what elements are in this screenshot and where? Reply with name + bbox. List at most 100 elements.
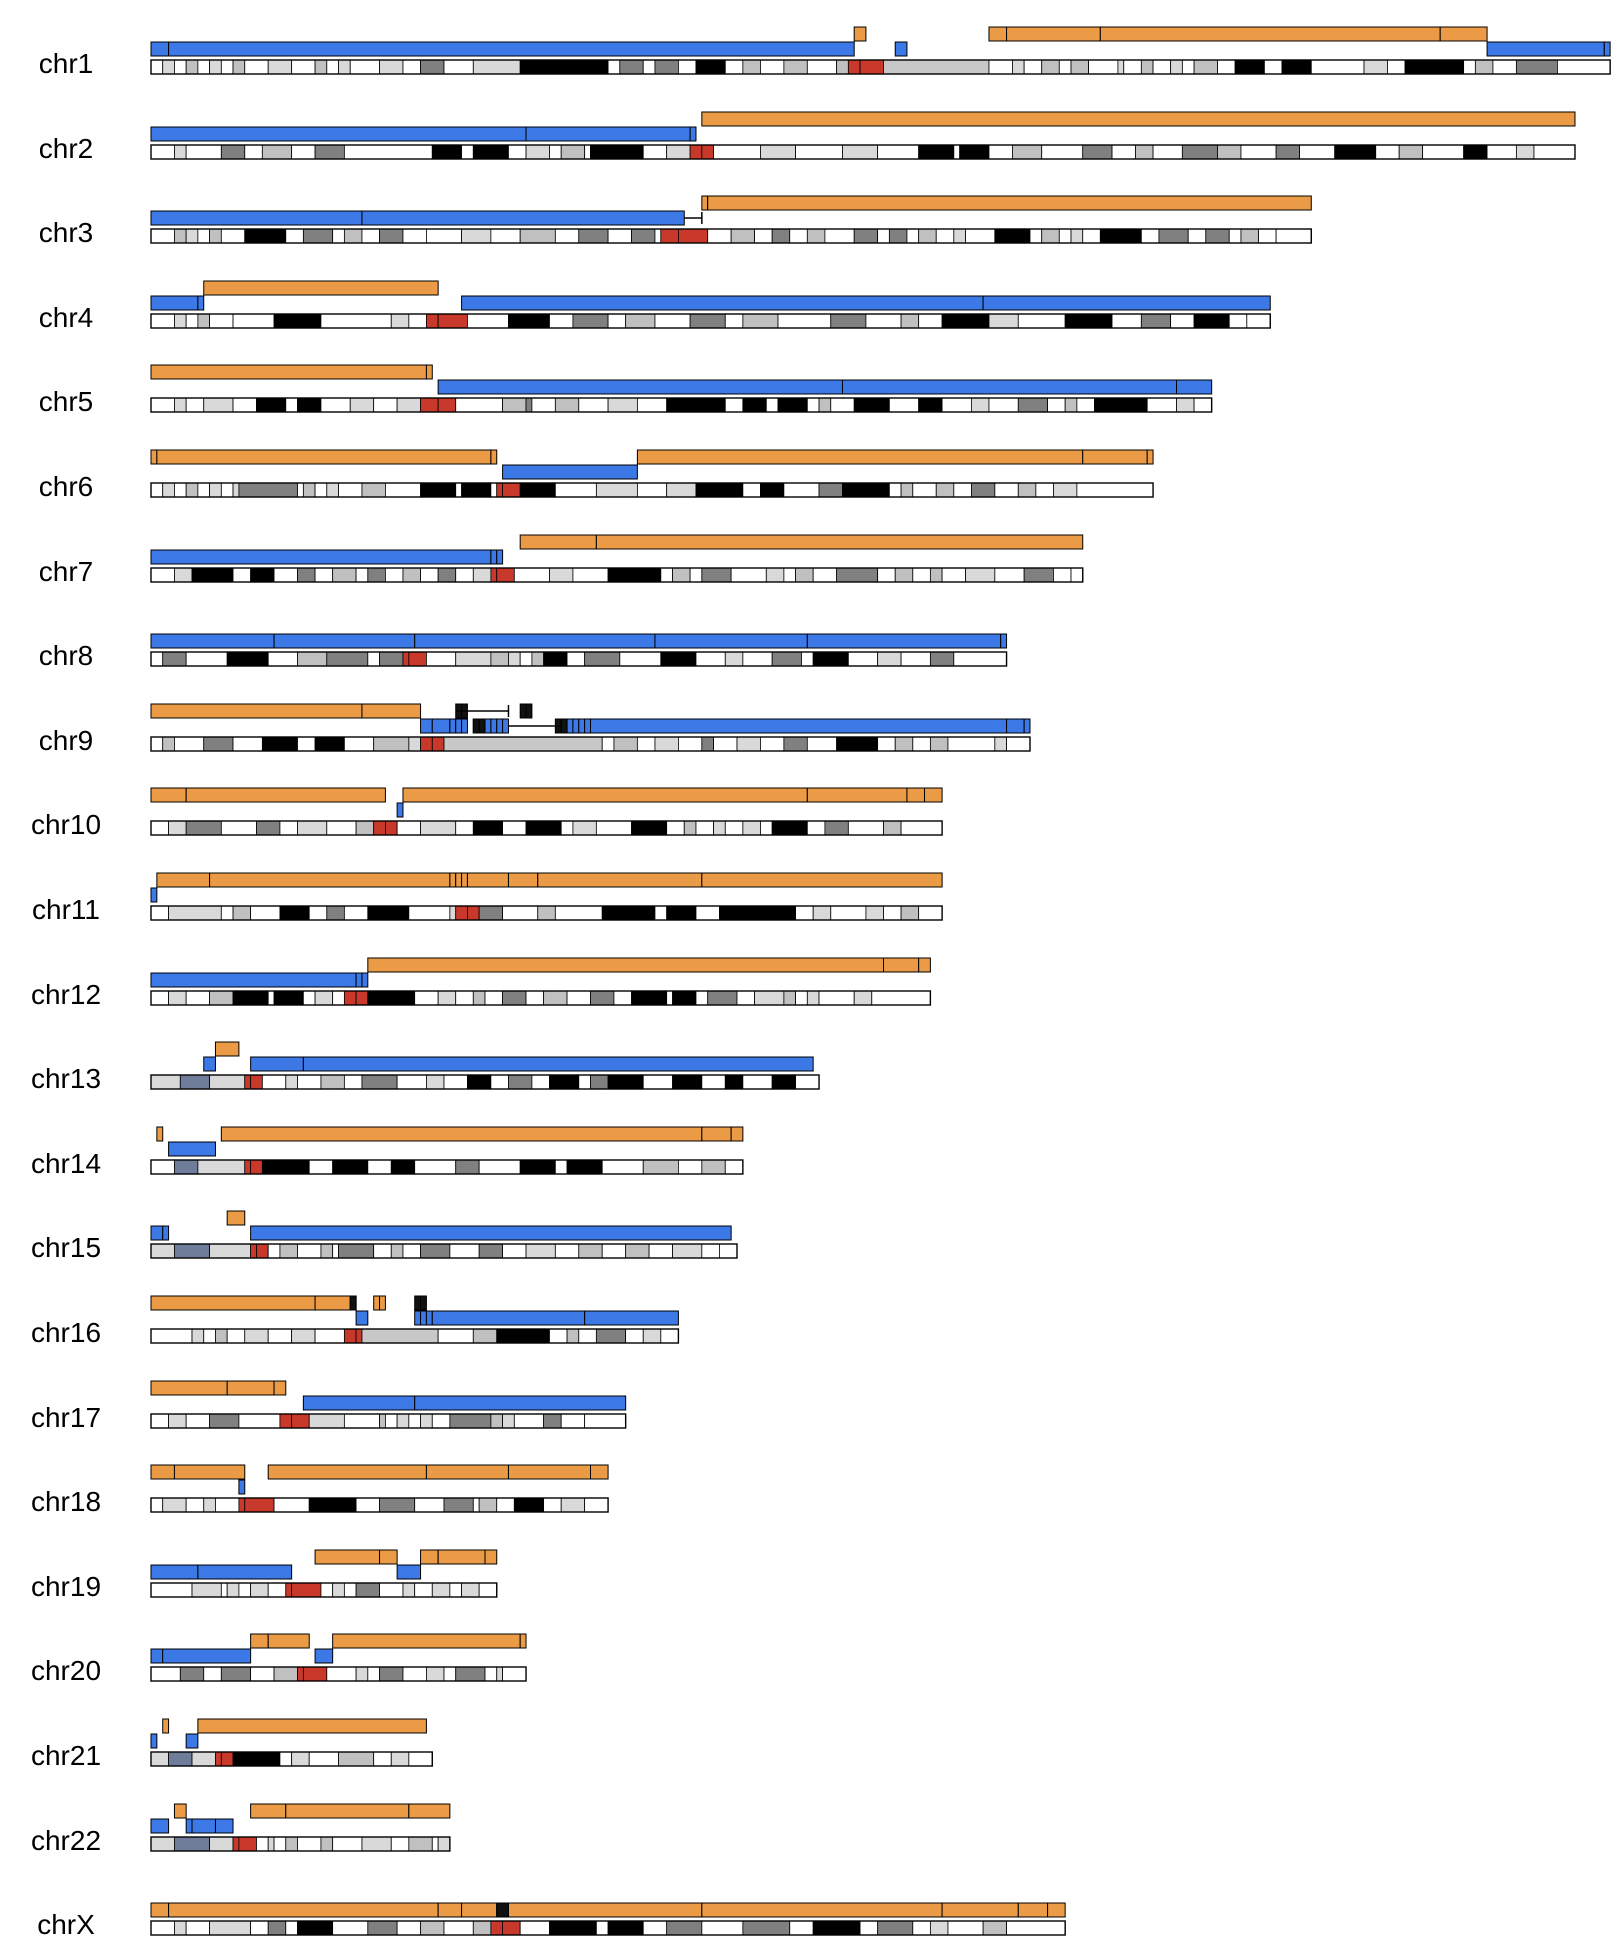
band-gpos25 [426,1074,445,1090]
band-gpos50 [625,313,656,329]
band-gneg [947,736,996,752]
band-gpos75 [543,1413,562,1429]
band-gpos100 [496,1328,539,1344]
ideogram [150,228,1312,244]
band-gneg [197,59,211,75]
orange-segment [156,1126,164,1142]
band-gpos50 [1017,482,1037,498]
band-gneg [414,1159,457,1175]
band-gneg [519,651,533,667]
band-gpos25 [408,736,421,752]
band-gneg [806,820,826,836]
band-gpos25 [150,1751,169,1767]
band-acen [431,736,445,752]
band-gpos25 [853,990,873,1006]
orange-segment [1047,1902,1066,1918]
blue-segment [197,1564,293,1580]
band-gneg [754,228,773,244]
band-gneg [332,1920,369,1936]
band-gpos75 [367,567,386,583]
band-acen [373,820,386,836]
orange-segment [156,449,492,465]
band-gpos75 [631,228,656,244]
blue-segment [1176,379,1213,395]
band-gneg [150,59,164,75]
band-gneg [513,567,550,583]
band-gneg [343,1582,357,1598]
band-gpos75 [830,313,867,329]
band-gpos100 [273,313,322,329]
band-gneg [965,228,996,244]
band-gpos100 [1193,313,1230,329]
band-gneg [308,1159,334,1175]
band-gneg [414,1497,445,1513]
band-gneg [847,820,884,836]
band-gneg [795,990,808,1006]
band-gneg [765,397,779,413]
band-gneg [174,736,205,752]
blue-segment [162,1648,252,1664]
orange-segment [250,1803,287,1819]
chromosome-label: chr10 [31,809,101,840]
band-gneg [273,1836,287,1852]
band-acen [701,144,714,160]
ideogram [150,1666,527,1682]
band-gpos25 [1176,397,1195,413]
band-gpos50 [332,567,357,583]
band-gneg [320,1582,334,1598]
band-acen [355,990,369,1006]
orange-segment [701,195,709,211]
orange-segment [273,1380,287,1396]
band-gneg [1258,228,1277,244]
ideogram [150,1074,820,1090]
band-gpos75 [338,1243,375,1259]
dark-block [496,1902,509,1918]
orange-segment [408,1803,451,1819]
orange-segment [197,1718,427,1734]
blue-segment [420,1310,427,1326]
orange-segment [285,1803,410,1819]
chromosome-chr19: chr19 [31,1549,498,1602]
chromosome-label: chr12 [31,979,101,1010]
band-gneg [297,736,316,752]
band-gpos50 [783,59,808,75]
band-gneg [1058,59,1072,75]
band-gneg [320,313,392,329]
band-gpos25 [713,820,726,836]
blue-segment [150,1733,158,1749]
band-gneg [795,144,843,160]
band-gneg [314,482,328,498]
band-gpos75 [824,820,849,836]
orange-segment [707,195,1312,211]
band-acen [238,1836,257,1852]
band-gpos50 [232,905,252,921]
band-gpos75 [654,59,679,75]
band-gpos50 [543,990,568,1006]
blue-segment [150,126,527,142]
orange-segment [519,1633,527,1649]
band-gneg [338,482,363,498]
blue-segment [361,210,685,226]
band-gpos25 [174,313,187,329]
band-gneg [150,990,169,1006]
band-gpos25 [508,651,521,667]
band-acen [426,313,439,329]
blue-segment [502,718,509,734]
band-gvar [883,59,990,75]
band-gpos25 [806,990,820,1006]
band-gpos100 [1404,59,1465,75]
segments [150,1902,1066,1918]
band-gneg [707,228,732,244]
band-gpos100 [549,1074,580,1090]
band-gneg [267,1328,293,1344]
band-gpos100 [812,651,849,667]
blue-segment [982,295,1271,311]
band-gneg [830,397,855,413]
ideogram [150,990,932,1006]
band-gneg [472,1497,480,1513]
band-stalk [174,1243,211,1259]
orange-segment [701,1126,732,1142]
band-gneg [150,651,164,667]
band-gneg [408,313,427,329]
band-gpos25 [379,59,404,75]
